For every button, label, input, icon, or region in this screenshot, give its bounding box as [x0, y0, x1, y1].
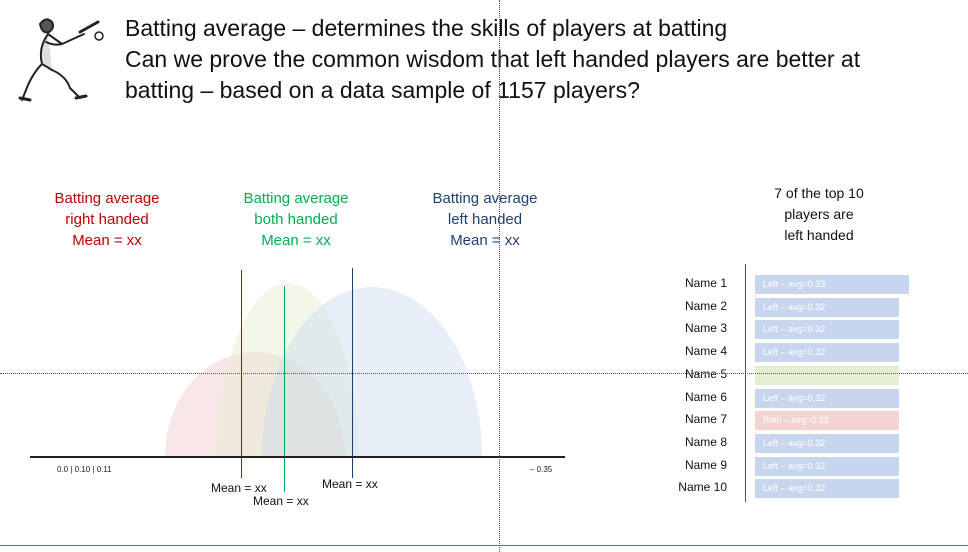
- player-bar-left: Left – avg=0.32: [755, 343, 899, 363]
- players-divider: [745, 264, 746, 502]
- axis-tick-left: 0.0 | 0.10 | 0.11: [57, 465, 112, 474]
- mean-line-both: [284, 286, 285, 492]
- player-name: Name 1: [684, 276, 727, 290]
- player-name: Name 7: [684, 412, 727, 427]
- group-label-right-line2: right handed: [65, 211, 149, 228]
- title-line-3: batting – based on a data sample of 1157…: [125, 77, 640, 103]
- player-bar-left: Left – avg=0.32: [755, 388, 899, 408]
- bottom-rule: [0, 545, 968, 546]
- player-bar-left: Left – avg=0.32: [755, 456, 899, 476]
- player-name: Name 8: [684, 434, 727, 449]
- player-name: Name 9: [684, 457, 727, 472]
- group-label-both-line1: Batting average: [243, 190, 349, 207]
- player-bar-left: Left – avg=0.32: [755, 479, 899, 499]
- mean-label-left: Mean = xx: [322, 477, 378, 491]
- guide-line-horizontal: [0, 373, 968, 374]
- player-name: Name 2: [684, 298, 727, 313]
- mean-label-right: Mean = xx: [211, 481, 267, 495]
- top-players-title-line3: left handed: [784, 227, 854, 243]
- group-label-right: Batting average right handed Mean = xx: [22, 188, 192, 251]
- group-label-right-line1: Batting average: [54, 190, 160, 207]
- group-label-left: Batting average left handed Mean = xx: [400, 188, 570, 251]
- title-line-2: Can we prove the common wisdom that left…: [125, 46, 861, 72]
- group-label-right-mean: Mean = xx: [72, 232, 142, 249]
- player-bar-both: Both – avg=0.32: [755, 411, 899, 431]
- group-label-left-line1: Batting average: [432, 190, 538, 207]
- player-name: Name 3: [684, 321, 727, 336]
- group-label-both-mean: Mean = xx: [261, 232, 331, 249]
- mean-line-right: [241, 270, 242, 478]
- title-line-1: Batting average – determines the skills …: [125, 15, 728, 41]
- x-axis: [30, 456, 565, 458]
- axis-tick-right: – 0.35: [530, 465, 553, 474]
- group-label-left-mean: Mean = xx: [450, 232, 520, 249]
- top-players-title-line2: players are: [784, 206, 854, 222]
- guide-line-vertical: [499, 0, 500, 552]
- player-bar-left: Left – avg=0.32: [755, 433, 899, 453]
- batter-icon: [12, 12, 112, 107]
- player-bar-right: [755, 365, 899, 385]
- top-players-title: 7 of the top 10 players are left handed: [740, 183, 898, 246]
- player-name: Name 4: [684, 344, 727, 359]
- player-bar-left: Left – avg=0.32: [755, 297, 899, 317]
- player-name: Name 10: [678, 480, 727, 495]
- group-label-both: Batting average both handed Mean = xx: [211, 188, 381, 251]
- player-bar-left: Left – avg=0.33: [755, 275, 909, 294]
- group-label-both-line2: both handed: [254, 211, 338, 228]
- player-bar-left: Left – avg=0.32: [755, 320, 899, 340]
- top-players-title-line1: 7 of the top 10: [774, 185, 864, 201]
- group-label-left-line2: left handed: [447, 211, 523, 228]
- player-name: Name 6: [684, 389, 727, 404]
- mean-label-both: Mean = xx: [253, 494, 309, 508]
